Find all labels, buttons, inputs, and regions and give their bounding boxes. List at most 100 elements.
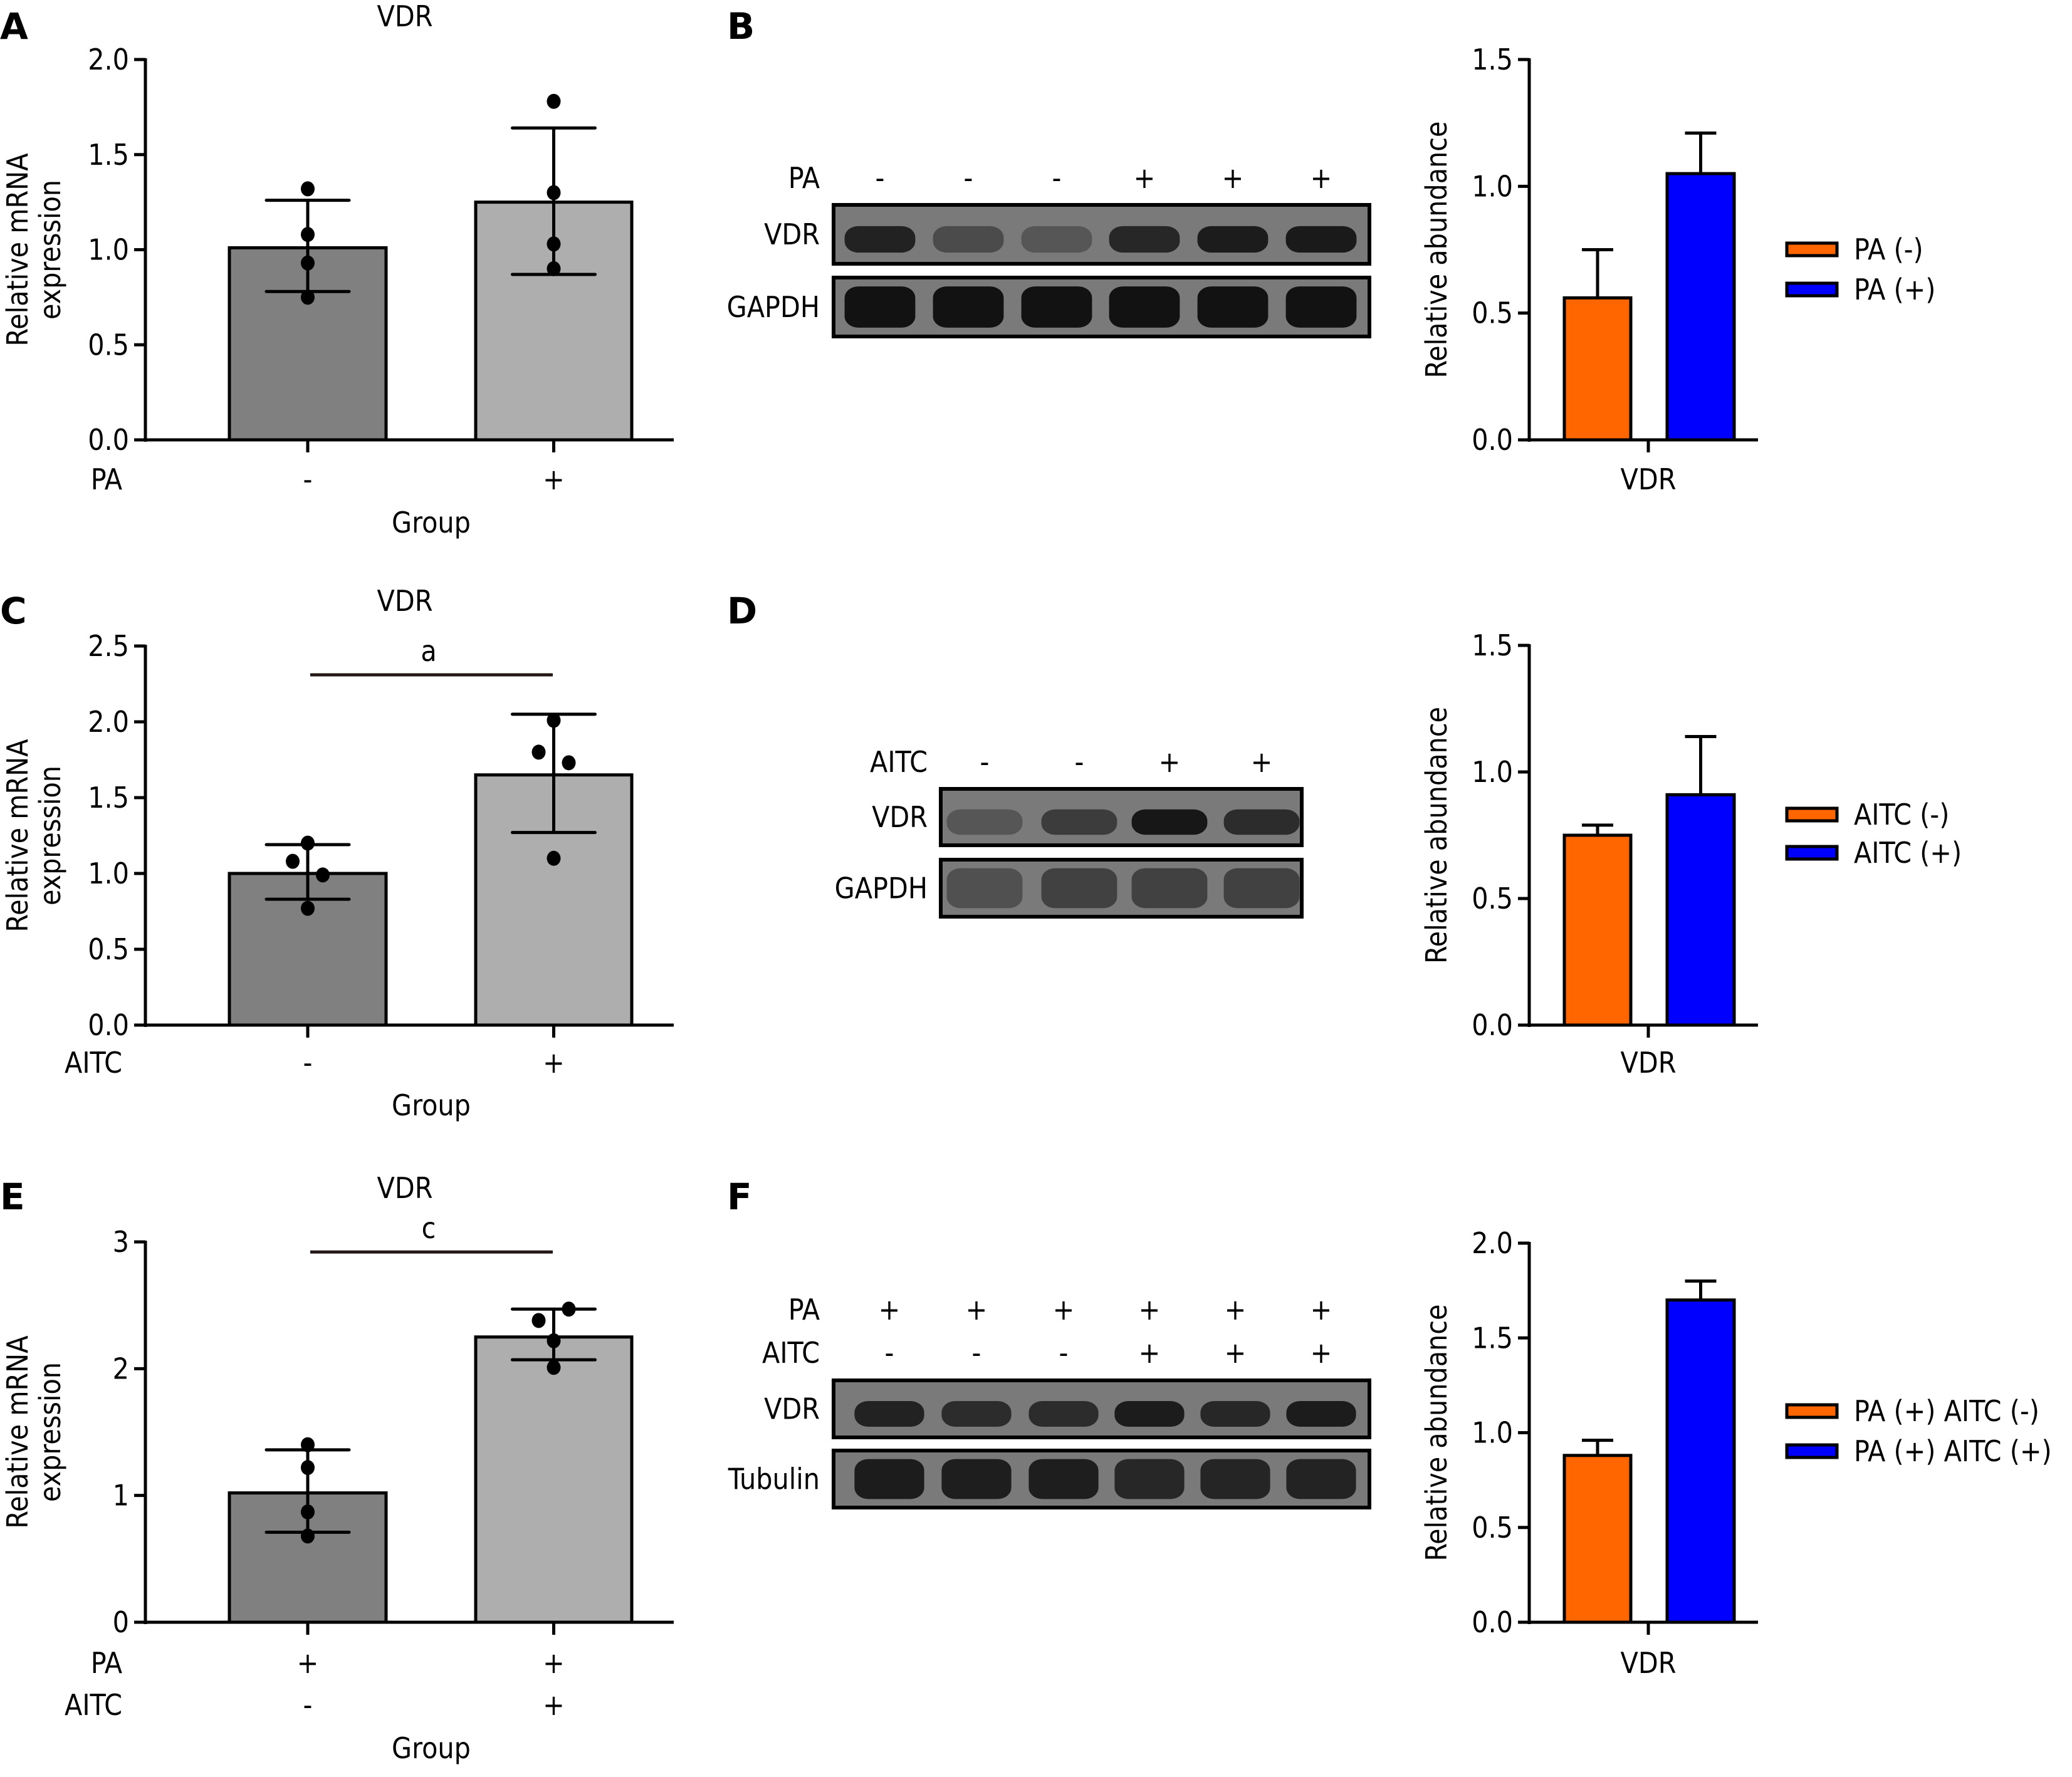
blot-lane-sign: + xyxy=(1222,161,1244,195)
data-point xyxy=(286,853,300,869)
condition-label: PA xyxy=(91,462,122,496)
chart-f-abundance: 0.0 0.5 1.0 1.5 2.0 Relative abundance PA (+) … xyxy=(1420,1226,2052,1680)
data-point xyxy=(562,1301,576,1317)
x-axis-title: Group xyxy=(392,1731,471,1765)
legend-label: PA (-) xyxy=(1854,232,1923,266)
data-point xyxy=(301,1504,315,1519)
condition-label: AITC xyxy=(65,1046,122,1080)
legend-swatch xyxy=(1785,845,1839,861)
y-tick-label: 1.0 xyxy=(1472,1416,1513,1450)
legend-swatch xyxy=(1785,806,1839,823)
blot-membrane xyxy=(832,203,1371,266)
y-tick-label: 1.5 xyxy=(1472,43,1513,76)
y-tick-label: 3 xyxy=(113,1225,129,1259)
blot-lane-sign: + xyxy=(1139,1293,1161,1326)
blot-lane-sign: + xyxy=(1311,1293,1332,1326)
blot-band xyxy=(1223,809,1300,835)
legend-swatch xyxy=(1785,1403,1839,1419)
legend-label: PA (+) xyxy=(1854,273,1935,306)
bar xyxy=(1665,793,1736,1027)
data-point xyxy=(547,1333,561,1348)
blot-band xyxy=(1131,868,1208,909)
data-point xyxy=(562,755,576,771)
chart-title: VDR xyxy=(377,0,433,33)
x-axis-title: Group xyxy=(392,1088,471,1122)
y-tick-label: 1.5 xyxy=(88,781,129,815)
data-point xyxy=(531,1313,546,1328)
y-tick-label: 0.0 xyxy=(88,423,129,457)
western-blot-d: AITC - - + + VDR GAPDH xyxy=(835,745,1304,919)
data-point xyxy=(301,255,315,271)
bar xyxy=(474,1335,634,1624)
y-tick-label: 0.5 xyxy=(1472,1511,1513,1545)
blot-lane-sign: + xyxy=(1053,1293,1075,1326)
y-tick-label: 1.0 xyxy=(1472,755,1513,789)
data-point xyxy=(301,181,315,197)
blot-condition-label: PA xyxy=(788,161,820,195)
bar xyxy=(1665,1298,1736,1624)
category-label: VDR xyxy=(1621,1046,1677,1080)
y-axis-title-line-1: Relative mRNA xyxy=(1,1335,34,1528)
blot-band xyxy=(1041,809,1117,835)
blot-condition-label: AITC xyxy=(762,1336,820,1370)
panel-label-f: F xyxy=(727,1175,752,1218)
y-tick-label: 1.5 xyxy=(1472,628,1513,662)
blot-band xyxy=(1028,1401,1099,1427)
blot-band xyxy=(854,1459,924,1499)
y-tick-label: 2.0 xyxy=(88,705,129,739)
category-label: VDR xyxy=(1621,462,1677,496)
blot-lane-sign: - xyxy=(885,1336,894,1370)
panel-label-d: D xyxy=(727,590,757,632)
blot-band xyxy=(933,286,1004,328)
y-tick-label: 1.5 xyxy=(1472,1321,1513,1355)
blot-band xyxy=(941,1459,1012,1499)
blot-band xyxy=(1028,1459,1099,1499)
data-point xyxy=(301,1528,315,1544)
blot-band xyxy=(844,286,916,328)
blot-band xyxy=(1223,868,1300,909)
data-point xyxy=(301,227,315,242)
blot-lane-sign: + xyxy=(1134,161,1156,195)
western-blot-b: PA - - - + + + VDR GAPDH xyxy=(727,161,1371,338)
blot-band xyxy=(1021,226,1092,253)
condition-value: + xyxy=(543,1688,565,1722)
blot-lane-sign: + xyxy=(879,1293,901,1326)
blot-condition-label: PA xyxy=(788,1293,820,1326)
blot-band xyxy=(1286,1401,1356,1427)
blot-lane-sign: + xyxy=(1225,1336,1247,1370)
blot-lane-sign: - xyxy=(980,745,990,779)
y-tick-label: 0.0 xyxy=(1472,423,1513,457)
panel-label-c: C xyxy=(0,590,27,632)
blot-band xyxy=(1021,286,1092,328)
chart-title: VDR xyxy=(377,1171,433,1205)
blot-band xyxy=(1200,1401,1270,1427)
chart-title: VDR xyxy=(377,584,433,618)
condition-value: - xyxy=(303,462,313,496)
significance-label: c xyxy=(422,1211,436,1245)
legend-swatch xyxy=(1785,1443,1839,1459)
y-tick-label: 2 xyxy=(113,1352,129,1385)
y-tick-label: 2.0 xyxy=(1472,1226,1513,1260)
blot-band xyxy=(1286,1459,1356,1499)
y-axis-title-line-1: Relative mRNA xyxy=(1,153,34,346)
blot-band xyxy=(1109,226,1180,253)
y-axis-title: Relative abundance xyxy=(1420,1304,1453,1561)
blot-band xyxy=(1114,1459,1185,1499)
blot-band xyxy=(1197,226,1269,253)
blot-row-label: VDR xyxy=(764,1392,820,1426)
chart-a-mrna: VDR 0.0 0.5 1.0 1.5 2.0 Relative mRNAexpressio… xyxy=(1,0,674,539)
blot-membrane xyxy=(832,276,1371,338)
category-label: VDR xyxy=(1621,1646,1677,1680)
data-point xyxy=(531,744,546,760)
western-blot-f: PA + + + + + + AITC - - - + + + VDR Tubulin xyxy=(728,1293,1371,1509)
blot-lane-sign: + xyxy=(1311,1336,1332,1370)
blot-lane-sign: + xyxy=(1225,1293,1247,1326)
data-point xyxy=(301,835,315,851)
condition-value: - xyxy=(303,1046,313,1080)
legend-label: PA (+) AITC (+) xyxy=(1854,1434,2052,1468)
data-point xyxy=(301,1460,315,1476)
data-point xyxy=(547,261,561,276)
y-axis-title: Relative abundance xyxy=(1420,121,1453,378)
